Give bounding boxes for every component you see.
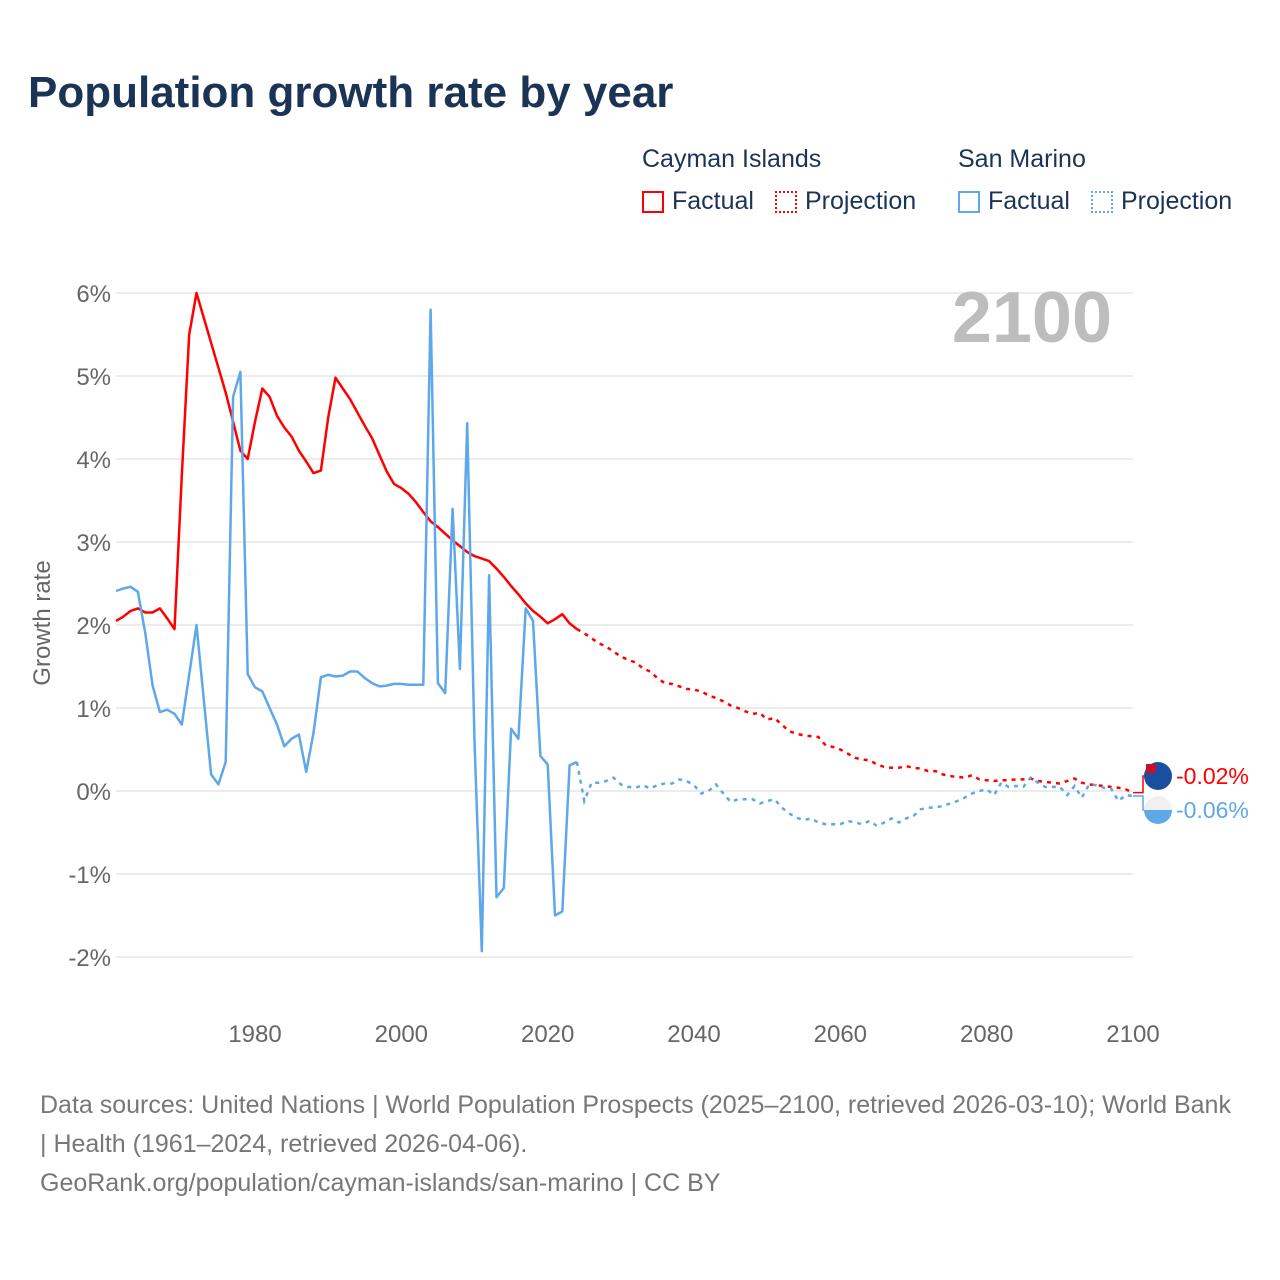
legend-label: Projection: [805, 187, 917, 215]
legend-group-name: Cayman Islands: [642, 145, 822, 173]
source-link[interactable]: GeoRank.org/population/cayman-islands/sa…: [40, 1169, 721, 1197]
year-watermark: 2100: [952, 278, 1112, 358]
x-tick-label: 2060: [814, 1021, 867, 1048]
san-marino-flag-stripe: [1144, 810, 1172, 824]
cayman-islands-end-value: -0.02%: [1176, 763, 1249, 789]
legend-label: Factual: [672, 187, 754, 215]
solid-swatch-icon: [642, 190, 664, 213]
legend-item-cayman-factual[interactable]: Factual: [642, 187, 754, 216]
y-tick-label: 5%: [76, 364, 111, 391]
y-tick-label: 0%: [76, 779, 111, 806]
chart-title: Population growth rate by year: [28, 68, 674, 117]
dotted-swatch-icon: [1091, 190, 1113, 213]
legend-group-name: San Marino: [958, 145, 1086, 173]
san-marino-projection-line: [575, 761, 1134, 828]
y-axis-label: Growth rate: [29, 560, 56, 685]
cayman-flag-union-jack: [1146, 764, 1156, 773]
san-marino-factual-line: [115, 308, 578, 953]
legend-label: Projection: [1121, 187, 1233, 215]
legend-label: Factual: [988, 187, 1070, 215]
x-tick-label: 2000: [375, 1021, 428, 1048]
legend-item-sanmarino-factual[interactable]: Factual: [958, 187, 1070, 216]
solid-swatch-icon: [958, 190, 980, 213]
y-tick-label: -2%: [68, 945, 111, 972]
x-tick-label: 1980: [228, 1021, 281, 1048]
data-sources: Data sources: United Nations | World Pop…: [40, 1091, 1231, 1158]
san-marino-end-value: -0.06%: [1176, 797, 1249, 823]
x-tick-label: 2100: [1106, 1021, 1159, 1048]
x-tick-label: 2040: [667, 1021, 720, 1048]
x-tick-label: 2020: [521, 1021, 574, 1048]
y-tick-label: -1%: [68, 862, 111, 889]
y-tick-label: 6%: [76, 281, 111, 308]
legend-item-cayman-projection[interactable]: Projection: [775, 187, 916, 216]
dotted-swatch-icon: [775, 190, 797, 213]
cayman-islands-factual-line: [115, 291, 578, 631]
y-tick-label: 1%: [76, 696, 111, 723]
cayman-islands-projection-line: [576, 628, 1134, 794]
y-tick-label: 2%: [76, 613, 111, 640]
x-tick-label: 2080: [960, 1021, 1013, 1048]
y-tick-label: 3%: [76, 530, 111, 557]
y-tick-label: 4%: [76, 447, 111, 474]
footer: Data sources: United Nations | World Pop…: [40, 1086, 1240, 1203]
legend-item-sanmarino-projection[interactable]: Projection: [1091, 187, 1232, 216]
